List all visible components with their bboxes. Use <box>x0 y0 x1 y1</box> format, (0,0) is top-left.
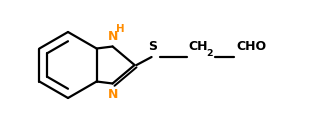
Text: CH: CH <box>189 41 208 54</box>
Text: S: S <box>148 41 157 54</box>
Text: CHO: CHO <box>237 41 267 54</box>
Text: 2: 2 <box>207 49 213 58</box>
Text: N: N <box>107 88 118 101</box>
Text: N: N <box>107 30 118 43</box>
Text: H: H <box>116 23 125 34</box>
